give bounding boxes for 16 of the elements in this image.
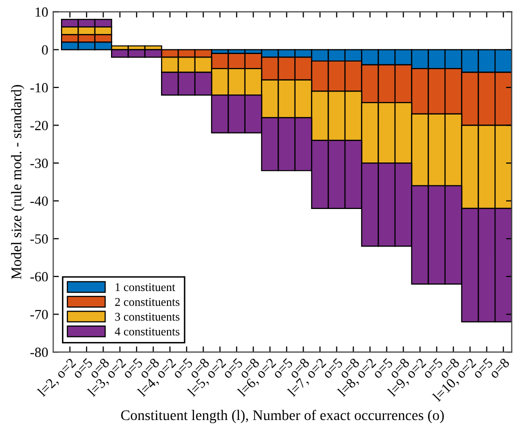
y-tick-label: -20 — [30, 120, 48, 130]
y-tick-label: -50 — [30, 234, 48, 244]
legend-label: 1 constituent — [116, 283, 176, 292]
y-tick-label: -40 — [30, 196, 48, 206]
y-tick-label: 0 — [42, 45, 48, 55]
legend-label: 2 constituents — [115, 298, 180, 306]
y-tick-label: -30 — [30, 158, 48, 168]
y-tick-label: -80 — [30, 348, 48, 358]
y-tick-label: 10 — [36, 7, 48, 17]
y-tick-label: -10 — [30, 83, 48, 92]
y-axis-title: Model size (rule mod. - standard) — [11, 85, 24, 280]
y-tick-label: -60 — [30, 272, 48, 282]
legend-label: 3 constituents — [115, 312, 180, 321]
y-tick-label: -70 — [30, 310, 48, 320]
x-axis-title: Constituent length (l), Number of exact occurrences (o) — [121, 410, 444, 424]
legend-label: 4 constituents — [114, 328, 180, 336]
